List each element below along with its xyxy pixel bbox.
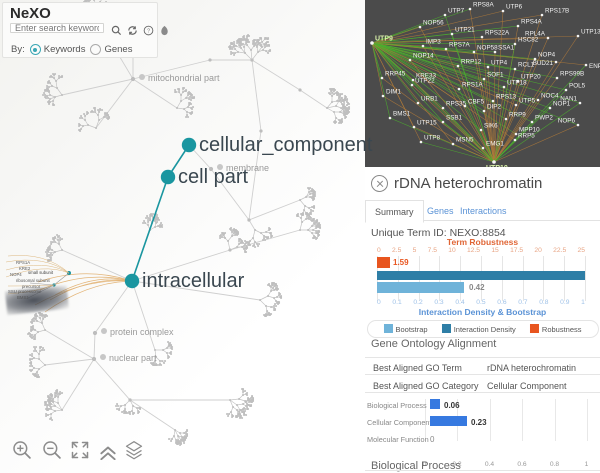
svg-text:RPS17B: RPS17B [545, 7, 569, 14]
svg-text:HSC82: HSC82 [518, 36, 539, 43]
svg-text:RRP12: RRP12 [461, 58, 482, 65]
svg-text:NOP14: NOP14 [413, 52, 434, 59]
svg-text:DIP2: DIP2 [487, 103, 501, 110]
svg-text:RPS8A: RPS8A [473, 1, 494, 8]
svg-text:BMS1: BMS1 [393, 110, 411, 117]
svg-text:RPS22A: RPS22A [485, 29, 510, 36]
svg-text:RPS35: RPS35 [446, 100, 466, 107]
svg-text:UTP22: UTP22 [415, 77, 435, 84]
svg-text:IMP3: IMP3 [426, 38, 441, 45]
svg-text:SIK6: SIK6 [484, 122, 498, 129]
svg-text:RPS99B: RPS99B [560, 70, 584, 77]
svg-text:NOP1: NOP1 [553, 100, 571, 107]
svg-text:UTP9: UTP9 [375, 35, 393, 42]
svg-text:RPS7A: RPS7A [449, 41, 470, 48]
svg-text:PWP2: PWP2 [535, 114, 553, 121]
svg-text:EMG1: EMG1 [486, 140, 504, 147]
svg-text:NOC4: NOC4 [541, 92, 559, 99]
svg-text:SSB1: SSB1 [446, 114, 463, 121]
svg-text:UTP8: UTP8 [424, 134, 441, 141]
svg-text:NOP56: NOP56 [423, 19, 444, 26]
svg-text:NOP6: NOP6 [558, 117, 576, 124]
svg-text:RCL1: RCL1 [518, 61, 535, 68]
svg-text:CBF5: CBF5 [468, 98, 485, 105]
svg-text:RPS13: RPS13 [496, 93, 516, 100]
svg-text:BUD21: BUD21 [533, 60, 554, 67]
svg-text:MSN5: MSN5 [456, 136, 474, 143]
svg-text:DIM1: DIM1 [386, 88, 402, 95]
svg-text:POL5: POL5 [569, 82, 586, 89]
svg-text:SOF1: SOF1 [487, 71, 504, 78]
svg-text:RRP9: RRP9 [509, 111, 526, 118]
svg-text:ENP1: ENP1 [589, 63, 600, 70]
svg-text:UTP13: UTP13 [581, 28, 600, 35]
svg-text:UTP15: UTP15 [417, 119, 437, 126]
svg-text:SSA1: SSA1 [498, 44, 515, 51]
svg-text:RRP5: RRP5 [518, 132, 535, 139]
svg-text:URB1: URB1 [421, 95, 438, 102]
svg-text:UTP18: UTP18 [507, 79, 527, 86]
svg-text:UTP6: UTP6 [506, 3, 523, 10]
svg-text:NOP58: NOP58 [477, 44, 498, 51]
svg-text:UTP4: UTP4 [491, 59, 508, 66]
svg-text:RPS4A: RPS4A [521, 18, 542, 25]
svg-text:RPS1A: RPS1A [462, 81, 483, 88]
svg-text:RRP45: RRP45 [385, 70, 406, 77]
svg-text:UTP7: UTP7 [448, 7, 465, 14]
svg-text:NOP4: NOP4 [538, 51, 556, 58]
svg-text:UTP21: UTP21 [455, 26, 475, 33]
svg-text:?: ? [147, 28, 150, 34]
svg-text:UTP5: UTP5 [519, 97, 536, 104]
